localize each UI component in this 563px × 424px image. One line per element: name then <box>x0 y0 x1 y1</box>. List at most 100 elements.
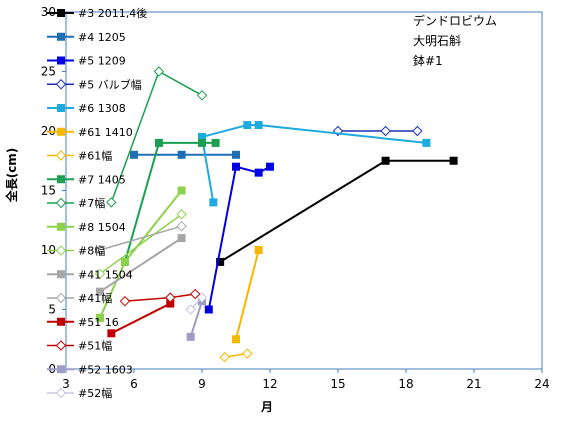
data-point <box>198 138 206 147</box>
legend-entry: #7 1405 <box>47 173 126 186</box>
data-point <box>186 332 195 341</box>
series-14 <box>119 288 201 307</box>
legend-label: #6 1308 <box>78 102 126 115</box>
series-line <box>123 141 216 263</box>
legend-entry: #51幅 <box>47 340 112 353</box>
data-point <box>381 156 390 165</box>
data-point <box>185 304 196 315</box>
data-point <box>96 287 104 296</box>
data-point <box>232 335 240 344</box>
series-line <box>110 302 171 335</box>
legend-marker <box>55 79 67 90</box>
data-point <box>154 138 163 147</box>
data-point <box>232 162 240 171</box>
data-point <box>254 121 263 130</box>
legend-marker <box>57 9 65 17</box>
legend-entry: #8 1504 <box>47 221 126 234</box>
x-tick-label: 9 <box>198 377 206 391</box>
legend-entry: #51 16 <box>47 316 119 329</box>
legend-marker <box>57 270 65 279</box>
legend-label: #5 バルブ幅 <box>78 77 142 91</box>
data-point <box>412 125 423 137</box>
y-axis-title: 全長(cm) <box>4 148 19 204</box>
legend-entry: #6 1308 <box>47 102 126 115</box>
data-point <box>211 138 220 147</box>
data-point <box>209 198 218 207</box>
legend-entry: #5 1209 <box>47 55 126 68</box>
series-12 <box>94 220 187 256</box>
x-tick-label: 15 <box>330 377 345 391</box>
legend-label: #61 1410 <box>78 126 133 139</box>
series-line <box>207 165 271 310</box>
legend-marker <box>57 175 65 184</box>
legend-marker <box>57 32 65 41</box>
legend-entry: #3 2011,4後 <box>47 6 147 20</box>
legend-label: #51幅 <box>78 340 112 353</box>
data-point <box>380 125 391 137</box>
series-6 <box>219 348 253 363</box>
legend-label: #51 16 <box>78 316 119 329</box>
legend-marker <box>57 127 65 136</box>
legend-marker <box>57 104 65 112</box>
data-point <box>130 150 138 159</box>
data-point <box>176 209 187 220</box>
x-tick-label: 24 <box>534 377 549 391</box>
legend-marker <box>57 317 65 326</box>
legend-label: #61幅 <box>78 150 112 163</box>
data-point <box>196 292 208 303</box>
legend-label: #52幅 <box>78 387 112 400</box>
series-10 <box>94 209 187 280</box>
data-point <box>243 121 252 130</box>
legend-marker <box>55 197 67 209</box>
legend-label: #5 1209 <box>78 55 126 68</box>
legend: #3 2011,4後 #4 1205 #5 1209 #5 バルブ幅 #6 1308 #6… <box>47 6 147 400</box>
x-tick-label: 3 <box>62 377 70 391</box>
data-point <box>96 313 104 322</box>
series-2 <box>204 162 274 314</box>
data-point <box>119 295 131 307</box>
data-point <box>254 168 263 177</box>
data-point <box>176 220 187 232</box>
data-point <box>177 150 186 159</box>
legend-marker <box>55 340 67 351</box>
data-point <box>219 351 230 363</box>
series-16 <box>185 292 208 315</box>
data-point <box>165 292 176 303</box>
data-point <box>120 257 129 266</box>
legend-marker <box>57 56 65 65</box>
data-point <box>94 268 106 280</box>
legend-marker <box>57 365 65 374</box>
series-line <box>99 225 182 251</box>
x-tick-label: 21 <box>466 377 481 391</box>
data-point <box>266 162 274 171</box>
x-tick-label: 6 <box>130 377 138 391</box>
legend-marker <box>55 292 67 304</box>
x-axis-title: 月 <box>260 400 273 414</box>
y-tick-label: 25 <box>41 65 56 79</box>
legend-entry: #8幅 <box>47 245 105 258</box>
legend-entry: #7幅 <box>47 197 105 210</box>
series-11 <box>96 234 186 296</box>
legend-marker <box>55 387 67 399</box>
series-line <box>99 213 183 275</box>
legend-entry: #4 1205 <box>47 31 126 44</box>
legend-entry: #61 1410 <box>47 126 133 139</box>
series-5 <box>232 246 263 344</box>
data-point <box>94 244 106 256</box>
legend-entry: #41 1504 <box>47 268 133 281</box>
chart-annotation-line-1: デンドロビウム <box>413 13 497 28</box>
data-point <box>106 197 117 208</box>
legend-entry: #52 1603 <box>47 363 133 376</box>
legend-marker <box>55 150 67 161</box>
series-9 <box>96 186 186 322</box>
legend-label: #3 2011,4後 <box>78 6 147 20</box>
series-0 <box>216 156 458 266</box>
legend-label: #4 1205 <box>78 31 126 44</box>
data-point <box>107 329 116 338</box>
legend-label: #8 1504 <box>78 221 126 234</box>
x-tick-label: 12 <box>262 377 277 391</box>
data-point <box>204 305 213 314</box>
legend-marker <box>57 222 65 231</box>
legend-label: #41 1504 <box>78 268 133 281</box>
